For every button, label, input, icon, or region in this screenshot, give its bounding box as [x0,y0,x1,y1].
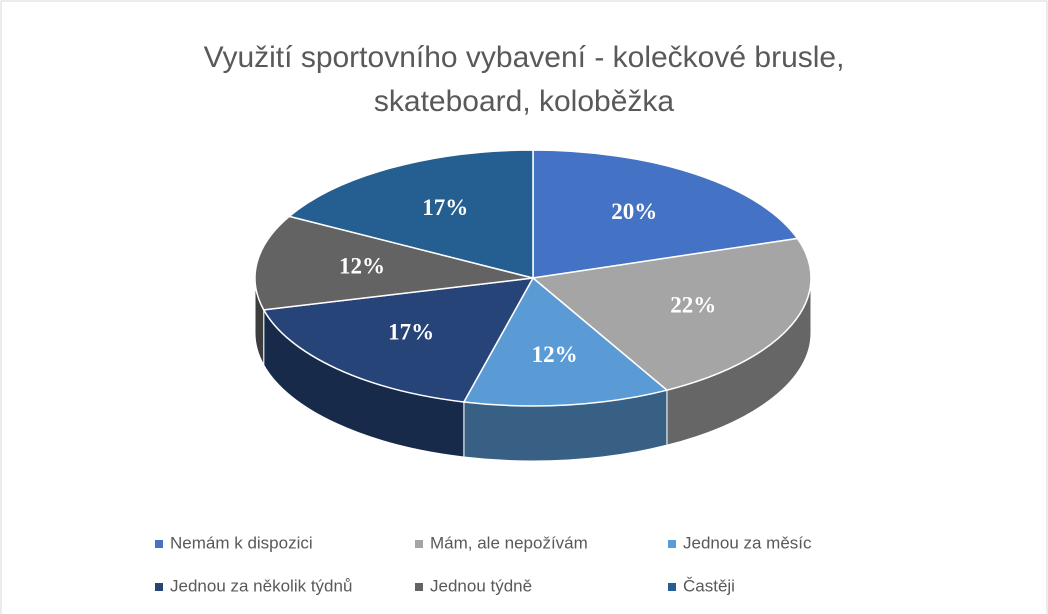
slice [462,276,669,407]
data-label: 20% [611,199,657,224]
legend-label: Mám, ale nepožívám [430,533,588,552]
data-label: 17% [388,319,434,344]
legend-swatch [668,583,676,591]
data-label: 12% [339,253,385,278]
legend-label: Nemám k dispozici [170,533,313,552]
slice [287,149,534,279]
data-label: 12% [532,342,578,367]
legend-swatch [668,540,676,548]
legend-swatch [415,540,423,548]
slice [531,237,812,391]
data-label: 22% [670,292,716,317]
slice [262,277,535,403]
legend-swatch [155,540,163,548]
legend-label: Jednou za několik týdnů [170,576,352,595]
legend-swatch [415,583,423,591]
slice [254,215,534,311]
legend-label: Jednou za měsíc [683,533,812,552]
slice [532,149,799,279]
data-label: 17% [422,195,468,220]
legend-label: Jednou týdně [430,576,532,595]
legend-swatch [155,583,163,591]
legend-label: Častěji [683,576,735,595]
chart-title: Využití sportovního vybavení - kolečkové… [203,41,845,118]
